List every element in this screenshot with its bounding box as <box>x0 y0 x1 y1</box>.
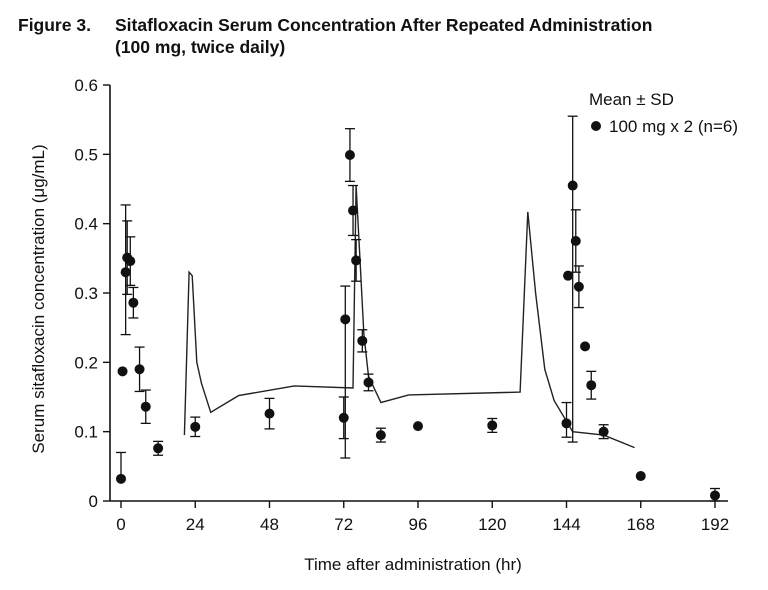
x-tick-label: 24 <box>186 515 205 534</box>
figure-title: Figure 3. Sitafloxacin Serum Concentrati… <box>18 14 758 36</box>
y-tick-label: 0.5 <box>74 145 98 164</box>
data-point <box>120 267 131 278</box>
data-point <box>340 314 351 325</box>
data-point <box>134 364 145 375</box>
legend: Mean ± SD 100 mg x 2 (n=6) <box>589 90 738 136</box>
data-point <box>264 408 275 419</box>
data-point <box>573 281 584 292</box>
data-point <box>125 256 136 267</box>
x-tick-label: 192 <box>701 515 729 534</box>
error-bars <box>116 115 720 502</box>
data-point <box>413 421 423 432</box>
figure-title-block: Figure 3. Sitafloxacin Serum Concentrati… <box>18 14 758 58</box>
x-axis-label: Time after administration (hr) <box>304 555 522 574</box>
y-tick-label: 0.1 <box>74 423 98 442</box>
data-point <box>357 335 368 346</box>
data-point <box>586 380 597 391</box>
x-ticks: 0 24 48 72 96 120 144 168 192 <box>116 501 729 534</box>
data-point <box>153 443 164 454</box>
x-tick-label: 72 <box>334 515 353 534</box>
y-ticks: 0 0.1 0.2 0.3 0.4 0.5 0.6 <box>74 76 110 511</box>
y-tick-label: 0.2 <box>74 353 98 372</box>
axes: 0 0.1 0.2 0.3 0.4 0.5 0.6 0 24 48 72 96 120 144 168 19… <box>74 76 729 534</box>
y-tick-label: 0.6 <box>74 76 98 95</box>
data-point <box>363 377 374 388</box>
data-point <box>487 420 498 431</box>
data-point <box>338 412 349 423</box>
figure-title-text: Sitafloxacin Serum Concentration After R… <box>115 15 653 35</box>
x-tick-label: 120 <box>478 515 506 534</box>
x-tick-label: 96 <box>409 515 428 534</box>
data-point <box>116 473 126 484</box>
figure-label: Figure 3. <box>18 15 91 35</box>
data-points <box>116 150 720 501</box>
data-point <box>563 270 574 281</box>
data-point <box>570 236 581 246</box>
x-tick-label: 48 <box>260 515 279 534</box>
data-point <box>598 426 609 437</box>
y-tick-label: 0.3 <box>74 284 98 303</box>
y-tick-label: 0 <box>89 492 98 511</box>
model-curve-line <box>183 185 635 449</box>
legend-marker <box>591 121 601 131</box>
data-point <box>580 341 591 352</box>
data-point <box>348 205 359 216</box>
data-point <box>190 421 201 432</box>
data-point <box>635 471 646 482</box>
y-axis-label: Serum sitafloxacin concentration (μg/mL) <box>29 144 48 453</box>
x-tick-label: 168 <box>627 515 655 534</box>
data-point <box>567 180 578 191</box>
figure-subtitle: (100 mg, twice daily) <box>115 37 286 57</box>
data-point <box>375 430 386 441</box>
legend-entry: 100 mg x 2 (n=6) <box>609 117 738 136</box>
y-tick-label: 0.4 <box>74 215 98 234</box>
data-point <box>710 490 720 501</box>
legend-title: Mean ± SD <box>589 90 674 109</box>
data-point <box>561 418 572 429</box>
data-point <box>351 255 362 266</box>
data-point <box>140 401 151 412</box>
data-point <box>128 297 139 308</box>
data-point <box>117 366 128 377</box>
x-tick-label: 144 <box>552 515 580 534</box>
data-point <box>344 150 355 161</box>
model-curve-group <box>183 185 635 449</box>
x-tick-label: 0 <box>116 515 125 534</box>
